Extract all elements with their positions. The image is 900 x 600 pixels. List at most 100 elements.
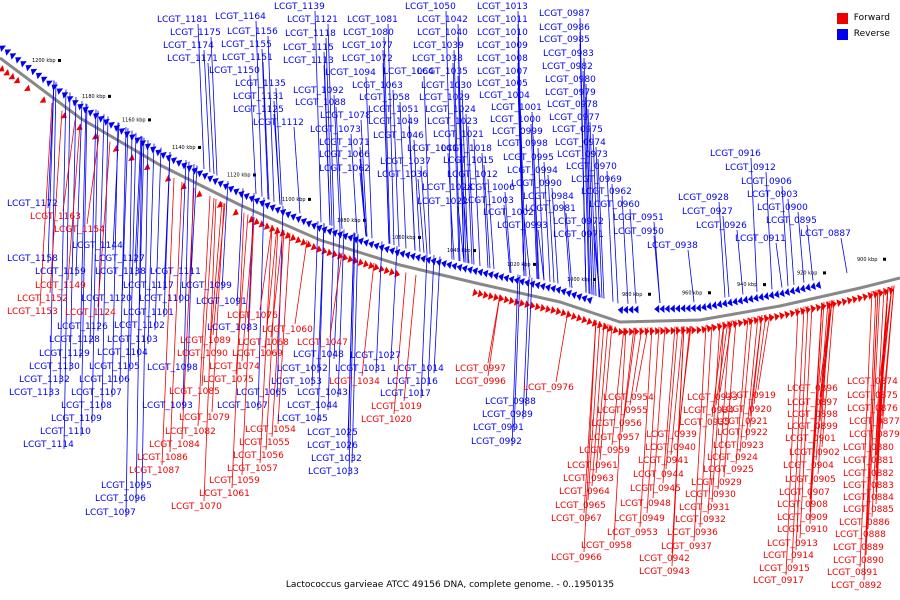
forward-gene-label: LCGT_1054 bbox=[245, 425, 296, 435]
reverse-leader bbox=[360, 119, 368, 237]
forward-feature bbox=[675, 326, 681, 335]
reverse-gene-label: LCGT_1156 bbox=[227, 27, 278, 37]
reverse-leader bbox=[135, 136, 143, 504]
reverse-gene-label: LCGT_1004 bbox=[479, 91, 530, 101]
forward-feature bbox=[649, 327, 655, 336]
reverse-feature bbox=[737, 296, 744, 305]
reverse-gene-label: LCGT_1041 bbox=[407, 144, 458, 154]
forward-gene-label: LCGT_0905 bbox=[785, 475, 836, 485]
reverse-leader bbox=[207, 62, 215, 175]
reverse-gene-label: LCGT_1077 bbox=[342, 41, 393, 51]
forward-gene-label: LCGT_0879 bbox=[849, 430, 900, 440]
forward-feature bbox=[373, 263, 380, 271]
reverse-feature bbox=[493, 272, 499, 280]
reverse-leader bbox=[135, 136, 143, 277]
scale-tick-mark bbox=[253, 173, 256, 177]
reverse-leader bbox=[453, 49, 461, 262]
reverse-leader bbox=[392, 89, 400, 247]
reverse-feature bbox=[160, 151, 167, 160]
forward-leader bbox=[623, 327, 637, 419]
reverse-feature bbox=[20, 61, 27, 68]
forward-feature bbox=[581, 315, 588, 324]
reverse-gene-label: LCGT_0994 bbox=[507, 166, 558, 176]
reverse-gene-label: LCGT_1158 bbox=[7, 254, 58, 264]
reverse-feature bbox=[290, 213, 297, 221]
reverse-feature bbox=[56, 88, 64, 95]
forward-gene-label: LCGT_0934 bbox=[683, 406, 734, 416]
forward-gene-label: LCGT_1153 bbox=[7, 307, 58, 317]
reverse-gene-label: LCGT_1132 bbox=[19, 375, 70, 385]
forward-feature bbox=[555, 307, 562, 316]
reverse-gene-label: LCGT_1102 bbox=[114, 321, 165, 331]
reverse-leader bbox=[797, 211, 805, 283]
reverse-leader bbox=[49, 81, 57, 398]
reverse-leader bbox=[621, 195, 629, 304]
forward-gene-label: LCGT_0875 bbox=[847, 391, 898, 401]
reverse-gene-label: LCGT_1035 bbox=[417, 67, 468, 77]
reverse-gene-label: LCGT_0928 bbox=[678, 193, 729, 203]
reverse-gene-label: LCGT_1114 bbox=[23, 440, 74, 450]
forward-leader bbox=[259, 224, 273, 311]
reverse-gene-label: LCGT_1098 bbox=[147, 363, 198, 373]
reverse-feature bbox=[711, 301, 718, 310]
forward-gene-label: LCGT_0929 bbox=[691, 478, 742, 488]
forward-feature bbox=[274, 226, 281, 235]
forward-leader bbox=[785, 307, 799, 576]
forward-gene-label: LCGT_1163 bbox=[30, 212, 81, 222]
scale-tick-mark bbox=[763, 283, 766, 287]
reverse-gene-label: LCGT_1021 bbox=[433, 130, 484, 140]
reverse-gene-label: LCGT_1005 bbox=[477, 79, 528, 89]
reverse-leader bbox=[262, 61, 270, 200]
reverse-feature bbox=[269, 204, 276, 212]
reverse-leader bbox=[121, 128, 129, 304]
forward-feature bbox=[362, 259, 369, 268]
reverse-leader bbox=[119, 127, 127, 385]
reverse-leader bbox=[787, 198, 795, 285]
forward-leader bbox=[859, 290, 873, 568]
forward-leader bbox=[739, 316, 753, 453]
reverse-leader bbox=[483, 164, 491, 269]
reverse-gene-label: LCGT_0972 bbox=[553, 217, 604, 227]
forward-leader bbox=[294, 240, 308, 325]
reverse-gene-label: LCGT_0987 bbox=[539, 9, 590, 19]
reverse-leader bbox=[351, 233, 359, 464]
forward-gene-label: LCGT_0963 bbox=[563, 474, 614, 484]
forward-feature bbox=[482, 290, 489, 299]
scale-tick-mark bbox=[108, 94, 111, 98]
reverse-leader bbox=[333, 94, 341, 229]
scale-tick-mark bbox=[593, 278, 596, 281]
forward-leader bbox=[753, 314, 767, 405]
reverse-feature bbox=[669, 304, 675, 313]
reverse-gene-label: LCGT_1046 bbox=[373, 131, 424, 141]
reverse-leader bbox=[504, 191, 512, 274]
reverse-leader bbox=[736, 229, 744, 295]
reverse-leader bbox=[551, 187, 559, 284]
reverse-leader bbox=[765, 171, 773, 290]
forward-feature bbox=[883, 288, 889, 296]
scale-tick-label: 940 kbp bbox=[737, 282, 757, 288]
forward-swatch bbox=[836, 12, 848, 24]
reverse-gene-label: LCGT_1007 bbox=[477, 67, 528, 77]
reverse-leader bbox=[261, 48, 269, 200]
reverse-leader bbox=[80, 104, 88, 437]
forward-gene-label: LCGT_1070 bbox=[171, 502, 222, 512]
forward-gene-label: LCGT_1089 bbox=[180, 336, 231, 346]
forward-feature bbox=[623, 327, 629, 336]
scale-tick-mark bbox=[148, 118, 151, 122]
forward-gene-label: LCGT_1090 bbox=[177, 349, 228, 359]
forward-leader bbox=[203, 198, 217, 502]
reverse-gene-label: LCGT_1053 bbox=[271, 377, 322, 387]
forward-gene-label: LCGT_0953 bbox=[607, 528, 658, 538]
reverse-feature bbox=[695, 303, 702, 312]
forward-leader bbox=[62, 120, 76, 212]
forward-gene-label: LCGT_0932 bbox=[675, 515, 726, 525]
scale-tick-mark bbox=[58, 59, 61, 62]
reverse-feature bbox=[815, 281, 822, 289]
forward-leader bbox=[707, 322, 721, 515]
forward-leader bbox=[161, 177, 175, 466]
reverse-gene-label: LCGT_0978 bbox=[547, 100, 598, 110]
reverse-leader bbox=[595, 146, 603, 299]
forward-leader bbox=[715, 321, 729, 406]
legend: Forward Reverse bbox=[836, 10, 890, 42]
